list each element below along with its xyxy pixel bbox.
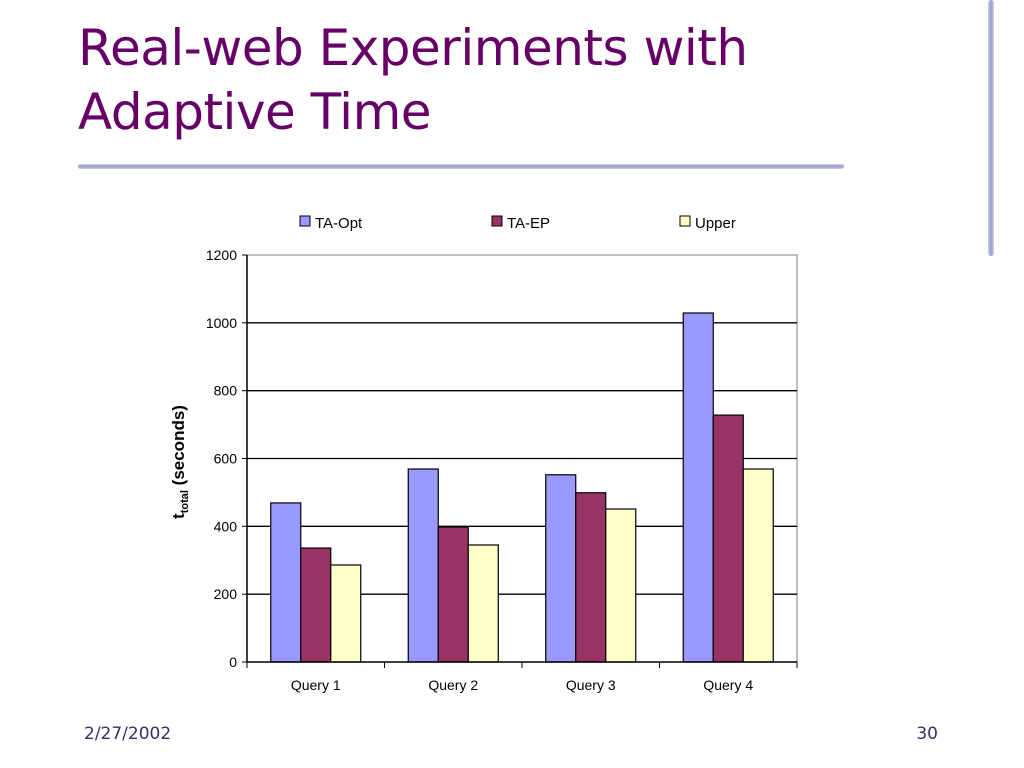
legend-swatch	[491, 215, 503, 227]
bars	[270, 312, 774, 663]
legend-item: TA-Opt	[299, 215, 363, 232]
y-tick-label: 200	[214, 586, 238, 602]
title-underline-decoration	[78, 164, 844, 169]
axes	[242, 254, 798, 668]
legend-item: Upper	[679, 215, 736, 232]
bar-upper-query-3	[605, 508, 637, 663]
x-tick-label: Query 4	[703, 677, 753, 693]
bar-ta-opt-query-1	[270, 502, 302, 663]
slide-title: Real-web Experiments with Adaptive Time	[78, 16, 748, 144]
legend: TA-Opt TA-EP Upper	[299, 215, 736, 232]
slide-page-number: 30	[916, 724, 938, 744]
legend-swatch	[299, 215, 311, 227]
bar-ta-ep-query-3	[575, 492, 607, 663]
y-axis-label: ttotal (seconds)	[169, 405, 191, 519]
bar-ta-opt-query-4	[682, 312, 714, 663]
x-tick-label: Query 3	[566, 677, 616, 693]
x-tick-label: Query 2	[428, 677, 478, 693]
y-tick-label: 1200	[206, 247, 237, 263]
bar-upper-query-1	[330, 564, 362, 663]
bar-upper-query-4	[742, 468, 774, 663]
y-axis-label-subscript: total	[179, 490, 191, 513]
bar-ta-opt-query-2	[407, 468, 439, 663]
slide-title-line-1: Real-web Experiments with	[78, 19, 748, 77]
bar-ta-ep-query-1	[300, 547, 332, 663]
legend-label: Upper	[695, 215, 736, 232]
legend-label: TA-EP	[507, 215, 550, 232]
y-tick-label: 400	[214, 518, 238, 534]
y-tick-label: 0	[229, 654, 237, 670]
legend-item: TA-EP	[491, 215, 550, 232]
bar-ta-ep-query-2	[437, 526, 469, 663]
y-tick-label: 800	[214, 383, 238, 399]
y-axis-label-main: t	[169, 513, 188, 519]
bar-upper-query-2	[467, 544, 499, 663]
bar-ta-ep-query-4	[712, 414, 744, 663]
y-tick-label: 1000	[206, 315, 237, 331]
x-tick-labels: Query 1 Query 2 Query 3 Query 4	[291, 677, 754, 693]
slide-title-line-2: Adaptive Time	[78, 83, 432, 141]
y-tick-labels: 0 200 400 600 800 1000 1200	[206, 247, 237, 670]
legend-label: TA-Opt	[315, 215, 363, 232]
y-tick-label: 600	[214, 451, 238, 467]
bar-ta-opt-query-3	[545, 474, 577, 663]
y-axis-label-unit: (seconds)	[169, 405, 188, 490]
legend-swatch	[679, 215, 691, 227]
slide-date: 2/27/2002	[84, 724, 172, 744]
x-tick-label: Query 1	[291, 677, 341, 693]
side-border-decoration	[988, 0, 994, 256]
